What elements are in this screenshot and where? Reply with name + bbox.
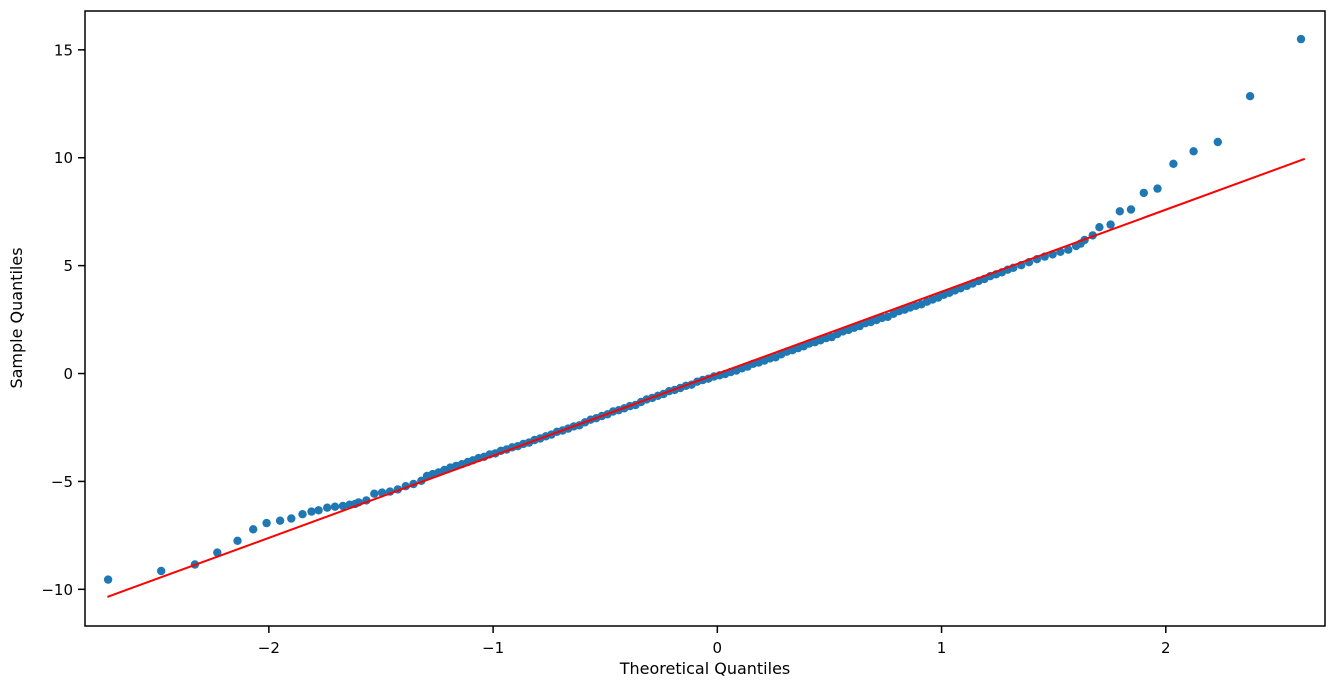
scatter-point: [275, 516, 285, 525]
scatter-point: [1064, 245, 1073, 254]
y-tick-label: 0: [63, 365, 73, 383]
y-tick-label: −5: [51, 473, 73, 491]
x-tick-label: 0: [713, 639, 723, 657]
scatter-point: [338, 501, 348, 511]
x-tick-label: −1: [482, 639, 504, 657]
scatter-point: [314, 506, 323, 515]
scatter-point: [1106, 220, 1115, 229]
scatter-point: [1139, 188, 1149, 198]
scatter-point: [323, 503, 332, 512]
y-tick-label: 15: [54, 41, 73, 59]
scatter-point: [249, 525, 258, 534]
x-tick-label: 2: [1161, 639, 1171, 657]
scatter-point: [1126, 205, 1136, 214]
scatter-point: [298, 510, 307, 519]
scatter-point: [1169, 159, 1178, 168]
scatter-point: [330, 502, 340, 511]
scatter-point: [370, 489, 379, 498]
scatter-point: [1296, 34, 1306, 44]
scatter-point: [1189, 147, 1198, 156]
sample-quantile-points: [103, 34, 1306, 584]
scatter-point: [1095, 223, 1104, 232]
scatter-point: [1213, 137, 1223, 147]
y-tick-label: 10: [54, 149, 73, 167]
scatter-point: [1115, 207, 1125, 216]
x-tick-label: 1: [937, 639, 947, 657]
scatter-point: [262, 518, 271, 528]
y-axis-label: Sample Quantiles: [7, 247, 26, 388]
scatter-point: [307, 507, 316, 516]
x-axis-label: Theoretical Quantiles: [619, 659, 791, 678]
plot-border: [84, 10, 1326, 627]
scatter-point: [103, 575, 113, 584]
scatter-point: [287, 514, 296, 523]
scatter-point: [1153, 184, 1162, 193]
scatter-point: [213, 548, 222, 557]
x-tick-label: −2: [258, 639, 280, 657]
series-layer: [103, 34, 1306, 598]
y-tick-label: 5: [63, 257, 73, 275]
scatter-point: [157, 566, 166, 576]
reference-line: [107, 157, 1306, 598]
scatter-point: [1245, 92, 1255, 101]
y-tick-label: −10: [41, 581, 73, 599]
scatter-point: [233, 536, 242, 545]
